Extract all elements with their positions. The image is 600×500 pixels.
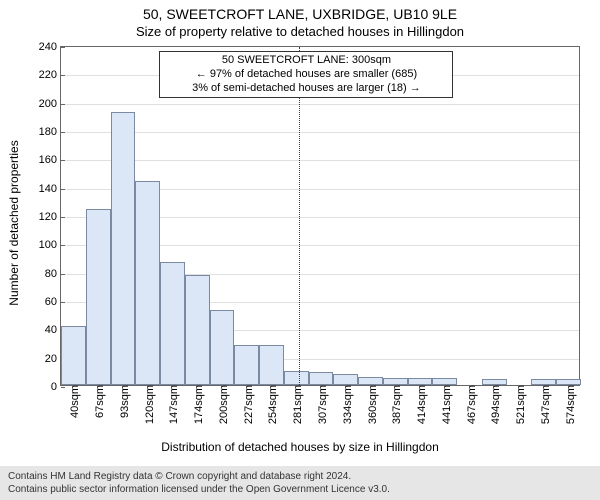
gridline <box>61 160 579 161</box>
x-tick-label: 334sqm <box>338 385 354 424</box>
y-tick-label: 40 <box>45 324 61 336</box>
footer-line2: Contains public sector information licen… <box>8 483 592 496</box>
x-tick-label: 494sqm <box>486 385 502 424</box>
x-tick-label: 574sqm <box>561 385 577 424</box>
y-tick-label: 120 <box>39 211 61 223</box>
x-tick-label: 147sqm <box>164 385 180 424</box>
y-tick-label: 180 <box>39 126 61 138</box>
histogram-bar <box>111 112 136 385</box>
x-axis-label: Distribution of detached houses by size … <box>0 440 600 454</box>
histogram-bar <box>61 326 86 386</box>
footer-line1: Contains HM Land Registry data © Crown c… <box>8 470 592 483</box>
y-tick-label: 140 <box>39 183 61 195</box>
annotation-box: 50 SWEETCROFT LANE: 300sqm← 97% of detac… <box>159 51 453 98</box>
x-tick-label: 441sqm <box>437 385 453 424</box>
x-tick-label: 414sqm <box>412 385 428 424</box>
annotation-line: 3% of semi-detached houses are larger (1… <box>166 82 446 96</box>
histogram-bar <box>259 345 284 385</box>
y-tick-label: 220 <box>39 69 61 81</box>
chart-title-address: 50, SWEETCROFT LANE, UXBRIDGE, UB10 9LE <box>0 6 600 22</box>
annotation-line: ← 97% of detached houses are smaller (68… <box>166 68 446 82</box>
attribution-footer: Contains HM Land Registry data © Crown c… <box>0 466 600 500</box>
gridline <box>61 132 579 133</box>
plot-area: 02040608010012014016018020022024040sqm67… <box>60 46 580 386</box>
histogram-bar <box>86 209 111 385</box>
x-tick-label: 387sqm <box>387 385 403 424</box>
x-tick-label: 120sqm <box>140 385 156 424</box>
y-tick-label: 100 <box>39 239 61 251</box>
histogram-bar <box>284 371 309 385</box>
histogram-bar <box>358 377 383 386</box>
x-tick-label: 307sqm <box>313 385 329 424</box>
histogram-bar <box>234 345 259 385</box>
x-tick-label: 281sqm <box>288 385 304 424</box>
y-tick-label: 240 <box>39 41 61 53</box>
x-tick-label: 254sqm <box>263 385 279 424</box>
annotation-line: 50 SWEETCROFT LANE: 300sqm <box>166 54 446 68</box>
histogram-bar <box>408 378 433 385</box>
y-axis-label: Number of detached properties <box>7 123 21 323</box>
y-tick-label: 200 <box>39 98 61 110</box>
histogram-bar <box>432 378 457 385</box>
x-tick-label: 227sqm <box>239 385 255 424</box>
histogram-bar <box>135 181 160 385</box>
y-tick-label: 20 <box>45 353 61 365</box>
histogram-bar <box>160 262 185 385</box>
x-tick-label: 200sqm <box>214 385 230 424</box>
y-tick-label: 80 <box>45 268 61 280</box>
x-tick-label: 521sqm <box>511 385 527 424</box>
histogram-bar <box>309 372 334 385</box>
x-tick-label: 67sqm <box>90 385 106 418</box>
gridline <box>61 104 579 105</box>
x-tick-label: 174sqm <box>189 385 205 424</box>
x-tick-label: 467sqm <box>462 385 478 424</box>
x-tick-label: 360sqm <box>363 385 379 424</box>
histogram-bar <box>383 378 408 385</box>
histogram-bar <box>185 275 210 386</box>
histogram-bar <box>210 310 235 385</box>
chart-subtitle: Size of property relative to detached ho… <box>0 24 600 39</box>
histogram-bar <box>333 374 358 385</box>
y-tick-label: 160 <box>39 154 61 166</box>
x-tick-label: 40sqm <box>65 385 81 418</box>
y-tick-label: 0 <box>51 381 61 393</box>
y-tick-label: 60 <box>45 296 61 308</box>
x-tick-label: 547sqm <box>536 385 552 424</box>
x-tick-label: 93sqm <box>115 385 131 418</box>
